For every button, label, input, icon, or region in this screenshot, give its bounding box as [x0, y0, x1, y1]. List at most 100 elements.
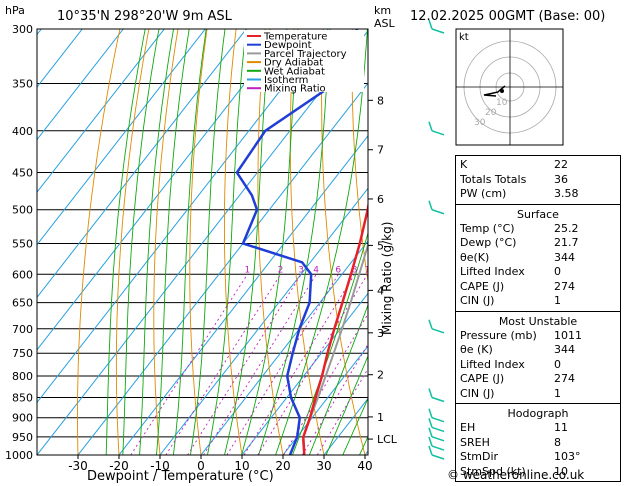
dry-adiabat [289, 29, 325, 455]
mixing-ratio-line [165, 274, 282, 455]
isotherm-line [37, 29, 83, 88]
km-tick-label: 4 [377, 284, 384, 297]
most-unstable-title: Most Unstable [498, 314, 578, 328]
wind-barb [431, 436, 445, 442]
wet-adiabat [122, 29, 160, 455]
pressure-tick-label: 1000 [5, 449, 33, 462]
x-tick-label: 20 [275, 459, 290, 473]
mixing-ratio-label: 2 [278, 265, 284, 275]
location-title: 10°35'N 298°20'W 9m ASL [57, 9, 232, 24]
km-tick-label: 3 [377, 327, 384, 340]
wind-barb-feather [428, 408, 433, 418]
row-value: 344 [554, 343, 575, 356]
pressure-tick-label: 450 [12, 166, 33, 179]
isotherm-line [200, 240, 368, 455]
pressure-tick-label: 350 [12, 78, 33, 91]
hodograph-unit: kt [459, 32, 469, 43]
mixing-ratio-label: 6 [335, 265, 341, 275]
isotherm-line [37, 29, 124, 141]
hodograph-trace [483, 85, 506, 97]
most-unstable-box: Most Unstable Pressure (mb) 1011 θe (K) 344 L… [455, 311, 621, 404]
hodograph-box: Hodograph EH 11 SREH 8 StmDir 103° StmSpd (kt) 1… [455, 404, 621, 482]
row-value: 1 [554, 294, 561, 307]
x-tick-label: -10 [150, 459, 170, 473]
wet-adiabat [292, 231, 368, 455]
mixing-ratio-line [316, 367, 368, 455]
mixing-ratio-line [226, 274, 339, 455]
row-label: PW (cm) [460, 187, 507, 200]
row-value: 8 [554, 435, 561, 449]
wind-barb-feather [428, 445, 433, 456]
hpa-label: hPa [5, 4, 25, 17]
wind-barb [431, 28, 445, 34]
table-row: Lifted Index 0 [460, 265, 616, 280]
table-row: K 22 [460, 158, 616, 173]
row-label: Lifted Index [460, 357, 525, 371]
wet-adiabat [139, 29, 174, 455]
table-row: Temp (°C) 25.2 [460, 222, 616, 237]
row-value: 21.7 [554, 236, 579, 249]
table-row: Lifted Index 0 [460, 358, 616, 373]
legend-entry: Dry Adiabat [264, 58, 323, 69]
x-tick-label: -20 [109, 459, 129, 473]
row-label: Totals Totals [460, 172, 527, 186]
row-value: 22 [554, 158, 568, 171]
pressure-tick-label: 600 [12, 268, 33, 281]
row-label: θe (K) [460, 343, 493, 356]
row-label: CIN (J) [460, 386, 495, 400]
hodograph-ring-label: 20 [485, 108, 497, 118]
mixing-ratio-label: 1 [244, 265, 250, 275]
copyright-footer: © weatheronline.co.uk [447, 468, 585, 482]
pressure-tick-label: 300 [12, 23, 33, 36]
isotherm-line [118, 134, 368, 455]
isotherm-line [159, 187, 368, 455]
row-value: 0 [554, 357, 561, 371]
wet-adiabat [258, 29, 331, 455]
row-value: 25.2 [554, 221, 579, 235]
isotherm-line [282, 345, 368, 455]
legend-entry: Wet Adiabat [264, 66, 325, 77]
row-label: StmDir [460, 450, 499, 463]
row-value: 11 [554, 421, 568, 434]
dry-adiabat [257, 29, 284, 455]
wet-adiabat [155, 29, 190, 455]
table-row: Pressure (mb) 1011 [460, 329, 616, 344]
wet-adiabat [207, 29, 247, 455]
wet-adiabat [342, 397, 368, 455]
row-label: Dewp (°C) [460, 236, 517, 249]
row-value: 0 [554, 265, 561, 278]
wind-barb-feather [428, 200, 433, 210]
pressure-tick-label: 850 [12, 391, 33, 404]
row-value: 103° [554, 450, 581, 463]
table-row: CIN (J) 1 [460, 387, 616, 402]
table-row: Dewp (°C) 21.7 [460, 236, 616, 251]
mixing-ratio-line [301, 343, 368, 455]
table-row: StmSpd (kt) 10 [460, 465, 616, 480]
storm-motion-marker [500, 89, 504, 93]
row-value: 1011 [554, 328, 582, 342]
row-label: CAPE (J) [460, 372, 505, 385]
mixing-ratio-line [243, 274, 355, 455]
wet-adiabat [241, 29, 299, 455]
row-value: 274 [554, 279, 575, 293]
table-row: θe (K) 344 [460, 343, 616, 358]
mixing-ratio-label: 25 [420, 265, 431, 275]
km-label: km [374, 4, 392, 17]
mixing-ratio-label: 3 [298, 265, 304, 275]
table-row: θe(K) 344 [460, 251, 616, 266]
legend-entry: Mixing Ratio [264, 84, 326, 95]
pressure-tick-label: 800 [12, 370, 33, 383]
wind-barb [431, 426, 445, 433]
legend-entry: Isotherm [264, 75, 308, 86]
row-label: CAPE (J) [460, 279, 505, 293]
x-tick-label: 0 [197, 459, 205, 473]
y-axis-label: Mixing Ratio (g/kg) [380, 221, 394, 335]
dry-adiabat [153, 29, 179, 455]
mixing-ratio-label: 4 [313, 265, 319, 275]
pressure-tick-label: 550 [12, 237, 33, 250]
pressure-tick-label: 400 [12, 125, 33, 138]
wind-barb [431, 130, 445, 136]
pressure-tick-label: 750 [12, 347, 33, 360]
row-label: EH [460, 421, 476, 434]
